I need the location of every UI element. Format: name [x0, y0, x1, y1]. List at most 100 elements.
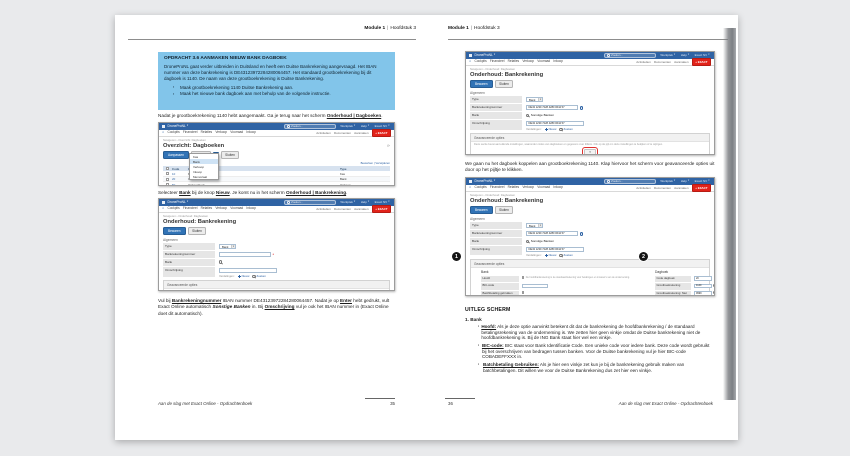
menu-relaties[interactable]: Relaties [200, 130, 213, 135]
topbar-help[interactable]: Help ▾ [680, 179, 690, 183]
global-search-input[interactable]: Zoeken... [604, 53, 657, 58]
menu-financieel[interactable]: Financieel [489, 59, 505, 64]
exact-plus-button[interactable]: + EXACT [691, 58, 711, 66]
home-icon[interactable]: ⌂ [469, 59, 472, 64]
topbar-account[interactable]: Exact NV ▾ [694, 53, 710, 57]
exact-plus-button[interactable]: + EXACT [371, 205, 391, 213]
topbar-werkplek[interactable]: Werkplek ▾ [340, 200, 356, 204]
grootboekrekening-nt-input[interactable]: 9999 [693, 291, 712, 295]
company-selector[interactable]: DroneProNL ▾ [474, 178, 496, 183]
menu-relaties[interactable]: Relaties [200, 206, 213, 211]
company-selector[interactable]: DroneProNL ▾ [474, 52, 496, 57]
nieuw-link[interactable]: Nieuw [544, 127, 556, 131]
nieuw-link[interactable]: Nieuw [237, 274, 249, 278]
zoeken-link[interactable]: Zoeken [252, 274, 266, 278]
company-selector[interactable]: DroneProNL ▾ [167, 123, 189, 128]
menu-voorraad[interactable]: Voorraad [230, 130, 244, 135]
dropdown-item-memoriaal[interactable]: Memoriaal [193, 174, 208, 179]
omschrijving-input[interactable]: DE43 1239 7228 4280 0644 57 [526, 121, 584, 127]
search-icon[interactable] [713, 291, 714, 295]
global-search-input[interactable]: Zoeken... [284, 124, 337, 129]
menu-documenten[interactable]: Documenten [653, 59, 671, 64]
topbar-werkplek[interactable]: Werkplek ▾ [660, 179, 676, 183]
bewaren-button[interactable]: Bewaren [163, 226, 186, 236]
menu-aanmaken[interactable]: Aanmaken [674, 59, 689, 64]
menu-cockpits[interactable]: Cockpits [474, 59, 487, 64]
menu-inkoop[interactable]: Inkoop [246, 206, 256, 211]
menu-inkoop[interactable]: Inkoop [246, 130, 256, 135]
nieuw-link[interactable]: Nieuw [544, 253, 556, 257]
app-grid-icon[interactable] [469, 54, 472, 57]
sluiten-button[interactable]: Sluiten [220, 150, 240, 160]
bankrekeningnummer-input[interactable]: DE43 1239 7228 4280 0644 57 [526, 105, 578, 111]
sluiten-button[interactable]: Sluiten [494, 205, 514, 215]
bic-input[interactable] [521, 283, 548, 289]
menu-verkoop[interactable]: Verkoop [215, 130, 228, 135]
menu-activiteiten[interactable]: Activiteiten [316, 130, 331, 135]
dropdown-item-kas[interactable]: Kas [193, 154, 199, 159]
app-grid-icon[interactable] [162, 125, 165, 128]
menu-verkoop[interactable]: Verkoop [522, 185, 535, 190]
menu-inkoop[interactable]: Inkoop [553, 59, 563, 64]
app-grid-icon[interactable] [469, 180, 472, 183]
menu-activiteiten[interactable]: Activiteiten [636, 185, 651, 190]
expand-chevron-button-highlighted[interactable]: ▾ [581, 146, 599, 154]
aanpassen-button[interactable]: Aanpassen [163, 150, 189, 160]
zoeken-link[interactable]: Zoeken [559, 253, 573, 257]
type-select[interactable]: Bank ▾ [526, 97, 543, 103]
code-dagboek-input[interactable]: 20 [693, 276, 712, 281]
bewaren-button[interactable]: Bewaren [470, 205, 493, 215]
menu-aanmaken[interactable]: Aanmaken [354, 130, 369, 135]
menu-verkoop[interactable]: Verkoop [522, 59, 535, 64]
menu-voorraad[interactable]: Voorraad [230, 206, 244, 211]
dropdown-item-verkoop[interactable]: Verkoop [193, 164, 205, 169]
search-icon[interactable] [713, 283, 714, 287]
company-selector[interactable]: DroneProNL ▾ [167, 199, 189, 204]
zoeken-link[interactable]: Zoeken [559, 127, 573, 131]
bewaren-button[interactable]: Bewaren [470, 79, 493, 89]
topbar-account[interactable]: Exact NV ▾ [374, 124, 390, 128]
hoofd-checkbox[interactable] [521, 276, 525, 279]
app-grid-icon[interactable] [162, 201, 165, 204]
type-select[interactable]: Bank ▾ [526, 223, 543, 229]
table-row[interactable]: 50 Verkoopboek Verkoop [163, 182, 390, 185]
menu-activiteiten[interactable]: Activiteiten [636, 59, 651, 64]
exact-plus-button[interactable]: + EXACT [691, 184, 711, 192]
menu-voorraad[interactable]: Voorraad [537, 59, 551, 64]
menu-aanmaken[interactable]: Aanmaken [354, 206, 369, 211]
bankrekeningnummer-input[interactable]: DE43 1239 7228 4280 0644 57 [526, 231, 578, 237]
bankrekeningnummer-input[interactable] [219, 252, 271, 258]
grootboekrekening-input[interactable]: 1140 [693, 283, 712, 289]
batchbetaling-checkbox[interactable] [521, 291, 525, 294]
topbar-werkplek[interactable]: Werkplek ▾ [660, 53, 676, 57]
global-search-input[interactable]: Zoeken... [284, 200, 337, 205]
sluiten-button[interactable]: Sluiten [494, 79, 514, 89]
menu-documenten[interactable]: Documenten [333, 130, 351, 135]
menu-documenten[interactable]: Documenten [653, 185, 671, 190]
dropdown-item-inkoop[interactable]: Inkoop [193, 169, 203, 174]
select-all-checkbox[interactable] [166, 167, 169, 171]
menu-documenten[interactable]: Documenten [333, 206, 351, 211]
home-icon[interactable]: ⌂ [162, 206, 165, 211]
sluiten-button[interactable]: Sluiten [187, 226, 207, 236]
search-icon[interactable] [526, 239, 530, 244]
menu-cockpits[interactable]: Cockpits [167, 206, 180, 211]
row-checkbox[interactable] [166, 183, 169, 185]
menu-inkoop[interactable]: Inkoop [553, 185, 563, 190]
topbar-werkplek[interactable]: Werkplek ▾ [340, 124, 356, 128]
row-checkbox[interactable] [166, 172, 169, 176]
menu-cockpits[interactable]: Cockpits [167, 130, 180, 135]
refresh-icon[interactable]: ⟳ [386, 143, 390, 148]
menu-activiteiten[interactable]: Activiteiten [316, 206, 331, 211]
search-icon[interactable] [526, 113, 530, 118]
menu-verkoop[interactable]: Verkoop [215, 206, 228, 211]
type-select[interactable]: Bank ▾ [219, 244, 236, 250]
home-icon[interactable]: ⌂ [469, 185, 472, 190]
menu-relaties[interactable]: Relaties [507, 59, 520, 64]
menu-cockpits[interactable]: Cockpits [474, 185, 487, 190]
topbar-help[interactable]: Help ▾ [360, 124, 370, 128]
menu-financieel[interactable]: Financieel [182, 206, 198, 211]
exact-plus-button[interactable]: + EXACT [371, 129, 391, 137]
search-icon[interactable] [219, 260, 223, 264]
menu-relaties[interactable]: Relaties [507, 185, 520, 190]
